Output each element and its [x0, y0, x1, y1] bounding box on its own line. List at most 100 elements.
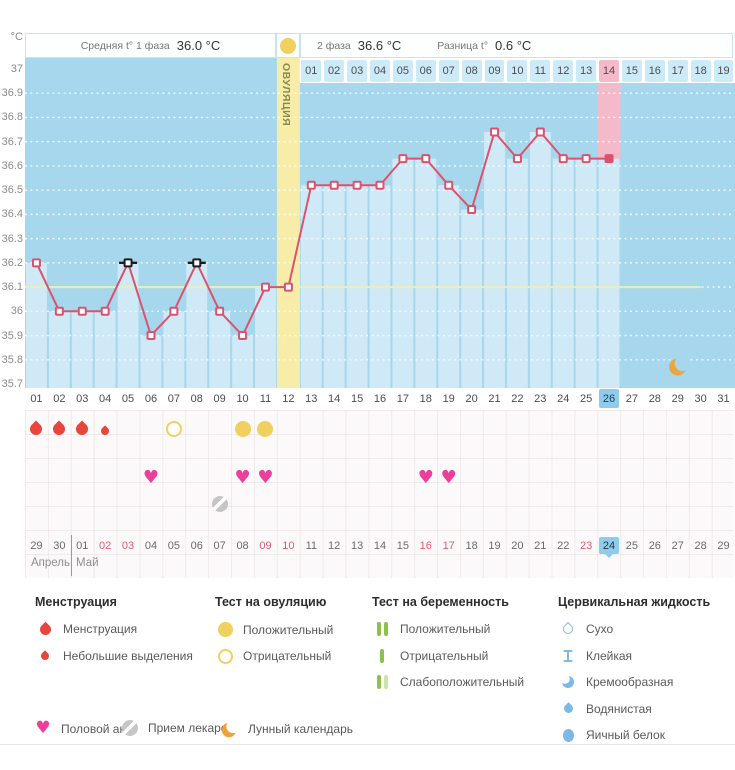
date-cell-1-30[interactable]: 30 — [53, 539, 66, 552]
dpo-day-05[interactable]: 05 — [392, 60, 413, 82]
date-cell-27-26[interactable]: 26 — [648, 539, 661, 552]
date-cell-17-16[interactable]: 16 — [419, 539, 432, 552]
dpo-day-06[interactable]: 06 — [415, 60, 436, 82]
temp-point-day-10[interactable] — [238, 331, 248, 341]
cycle-day-03[interactable]: 03 — [76, 392, 89, 405]
cycle-day-10[interactable]: 10 — [236, 392, 249, 405]
temp-point-day-19[interactable] — [444, 180, 454, 190]
date-cell-23-22[interactable]: 22 — [557, 539, 570, 552]
cycle-day-02[interactable]: 02 — [53, 392, 66, 405]
cycle-day-06[interactable]: 06 — [144, 392, 158, 405]
date-cell-21-20[interactable]: 20 — [511, 539, 524, 552]
date-cell-2-01[interactable]: 01 — [76, 539, 89, 552]
cycle-day-31[interactable]: 31 — [717, 392, 730, 405]
temp-point-day-13[interactable] — [306, 180, 316, 190]
dpo-day-16[interactable]: 16 — [644, 60, 665, 82]
date-cell-28-27[interactable]: 27 — [671, 539, 684, 552]
temp-point-day-4[interactable] — [100, 306, 110, 316]
date-cell-16-15[interactable]: 15 — [396, 539, 409, 552]
date-cell-4-03[interactable]: 03 — [121, 539, 135, 552]
date-cell-8-07[interactable]: 07 — [213, 539, 226, 552]
cycle-day-27[interactable]: 27 — [625, 392, 639, 405]
date-cell-18-17[interactable]: 17 — [442, 539, 455, 552]
dpo-day-14[interactable]: 14 — [599, 60, 619, 82]
cycle-day-29[interactable]: 29 — [671, 392, 684, 405]
date-cell-6-05[interactable]: 05 — [167, 539, 180, 552]
temp-point-day-20[interactable] — [467, 205, 477, 215]
temp-point-day-26[interactable] — [604, 154, 614, 164]
temp-point-day-1[interactable] — [31, 258, 41, 268]
temp-point-day-9[interactable] — [215, 306, 225, 316]
cycle-day-05[interactable]: 05 — [121, 392, 135, 405]
date-cell-26-25[interactable]: 25 — [625, 539, 639, 552]
dpo-day-12[interactable]: 12 — [553, 60, 574, 82]
temp-point-day-5[interactable] — [123, 258, 133, 268]
date-cell-29-28[interactable]: 28 — [694, 539, 707, 552]
date-cell-20-19[interactable]: 19 — [488, 539, 501, 552]
dpo-day-07[interactable]: 07 — [438, 60, 459, 82]
date-cell-9-08[interactable]: 08 — [236, 539, 249, 552]
cycle-day-07[interactable]: 07 — [167, 392, 180, 405]
cycle-day-17[interactable]: 17 — [396, 392, 409, 405]
temp-point-day-14[interactable] — [329, 180, 339, 190]
cycle-day-18[interactable]: 18 — [419, 392, 432, 405]
date-cell-3-02[interactable]: 02 — [99, 539, 112, 552]
cycle-day-22[interactable]: 22 — [511, 392, 524, 405]
date-cell-10-09[interactable]: 09 — [259, 539, 272, 552]
cycle-day-20[interactable]: 20 — [465, 392, 478, 405]
dpo-day-04[interactable]: 04 — [370, 60, 390, 82]
temp-point-day-6[interactable] — [146, 331, 156, 341]
dpo-day-13[interactable]: 13 — [576, 60, 597, 82]
cycle-day-26[interactable]: 26 — [599, 389, 619, 408]
date-cell-12-11[interactable]: 11 — [305, 539, 317, 552]
temp-point-day-16[interactable] — [375, 180, 385, 190]
cycle-day-16[interactable]: 16 — [373, 392, 387, 405]
date-cell-15-14[interactable]: 14 — [373, 539, 387, 552]
date-cell-0-29[interactable]: 29 — [30, 539, 43, 552]
temp-point-day-18[interactable] — [421, 154, 431, 164]
dpo-day-15[interactable]: 15 — [621, 60, 642, 82]
dpo-day-10[interactable]: 10 — [507, 60, 528, 82]
dpo-day-03[interactable]: 03 — [347, 60, 368, 82]
temp-point-day-2[interactable] — [54, 306, 64, 316]
cycle-day-21[interactable]: 21 — [488, 392, 501, 405]
dpo-day-18[interactable]: 18 — [690, 60, 711, 82]
temp-point-day-23[interactable] — [535, 127, 545, 137]
dpo-day-09[interactable]: 09 — [484, 60, 505, 82]
cycle-day-13[interactable]: 13 — [305, 392, 318, 405]
cycle-day-04[interactable]: 04 — [99, 392, 112, 405]
cycle-day-09[interactable]: 09 — [213, 392, 226, 405]
temp-point-day-17[interactable] — [398, 154, 408, 164]
date-cell-7-06[interactable]: 06 — [190, 539, 203, 552]
cycle-day-15[interactable]: 15 — [350, 392, 364, 405]
temp-point-day-24[interactable] — [558, 154, 568, 164]
temp-point-day-11[interactable] — [260, 282, 270, 292]
temp-point-day-22[interactable] — [512, 154, 522, 164]
bbt-temperature-chart[interactable] — [0, 0, 735, 390]
date-cell-19-18[interactable]: 18 — [465, 539, 478, 552]
dpo-day-02[interactable]: 02 — [324, 60, 345, 82]
cycle-day-19[interactable]: 19 — [442, 392, 455, 405]
temp-point-day-8[interactable] — [192, 258, 202, 268]
temp-point-day-3[interactable] — [77, 306, 87, 316]
temp-point-day-12[interactable] — [283, 282, 293, 292]
date-cell-22-21[interactable]: 21 — [534, 539, 547, 552]
event-grid[interactable] — [25, 410, 734, 578]
cycle-day-11[interactable]: 11 — [259, 392, 272, 405]
date-cell-13-12[interactable]: 12 — [328, 539, 341, 552]
cycle-day-25[interactable]: 25 — [579, 392, 593, 405]
date-cell-24-23[interactable]: 23 — [579, 539, 593, 552]
cycle-day-28[interactable]: 28 — [648, 392, 661, 405]
dpo-day-08[interactable]: 08 — [461, 60, 482, 82]
cycle-day-08[interactable]: 08 — [190, 392, 203, 405]
cycle-day-30[interactable]: 30 — [694, 392, 707, 405]
temp-point-day-25[interactable] — [581, 154, 591, 164]
temp-point-day-15[interactable] — [352, 180, 362, 190]
date-cell-11-10[interactable]: 10 — [282, 539, 295, 552]
cycle-day-23[interactable]: 23 — [534, 392, 547, 405]
cycle-day-24[interactable]: 24 — [557, 392, 570, 405]
date-cell-5-04[interactable]: 04 — [144, 539, 158, 552]
cycle-day-01[interactable]: 01 — [30, 392, 43, 405]
date-cell-25-24[interactable]: 24 — [599, 537, 619, 558]
date-cell-30-29[interactable]: 29 — [717, 539, 730, 552]
